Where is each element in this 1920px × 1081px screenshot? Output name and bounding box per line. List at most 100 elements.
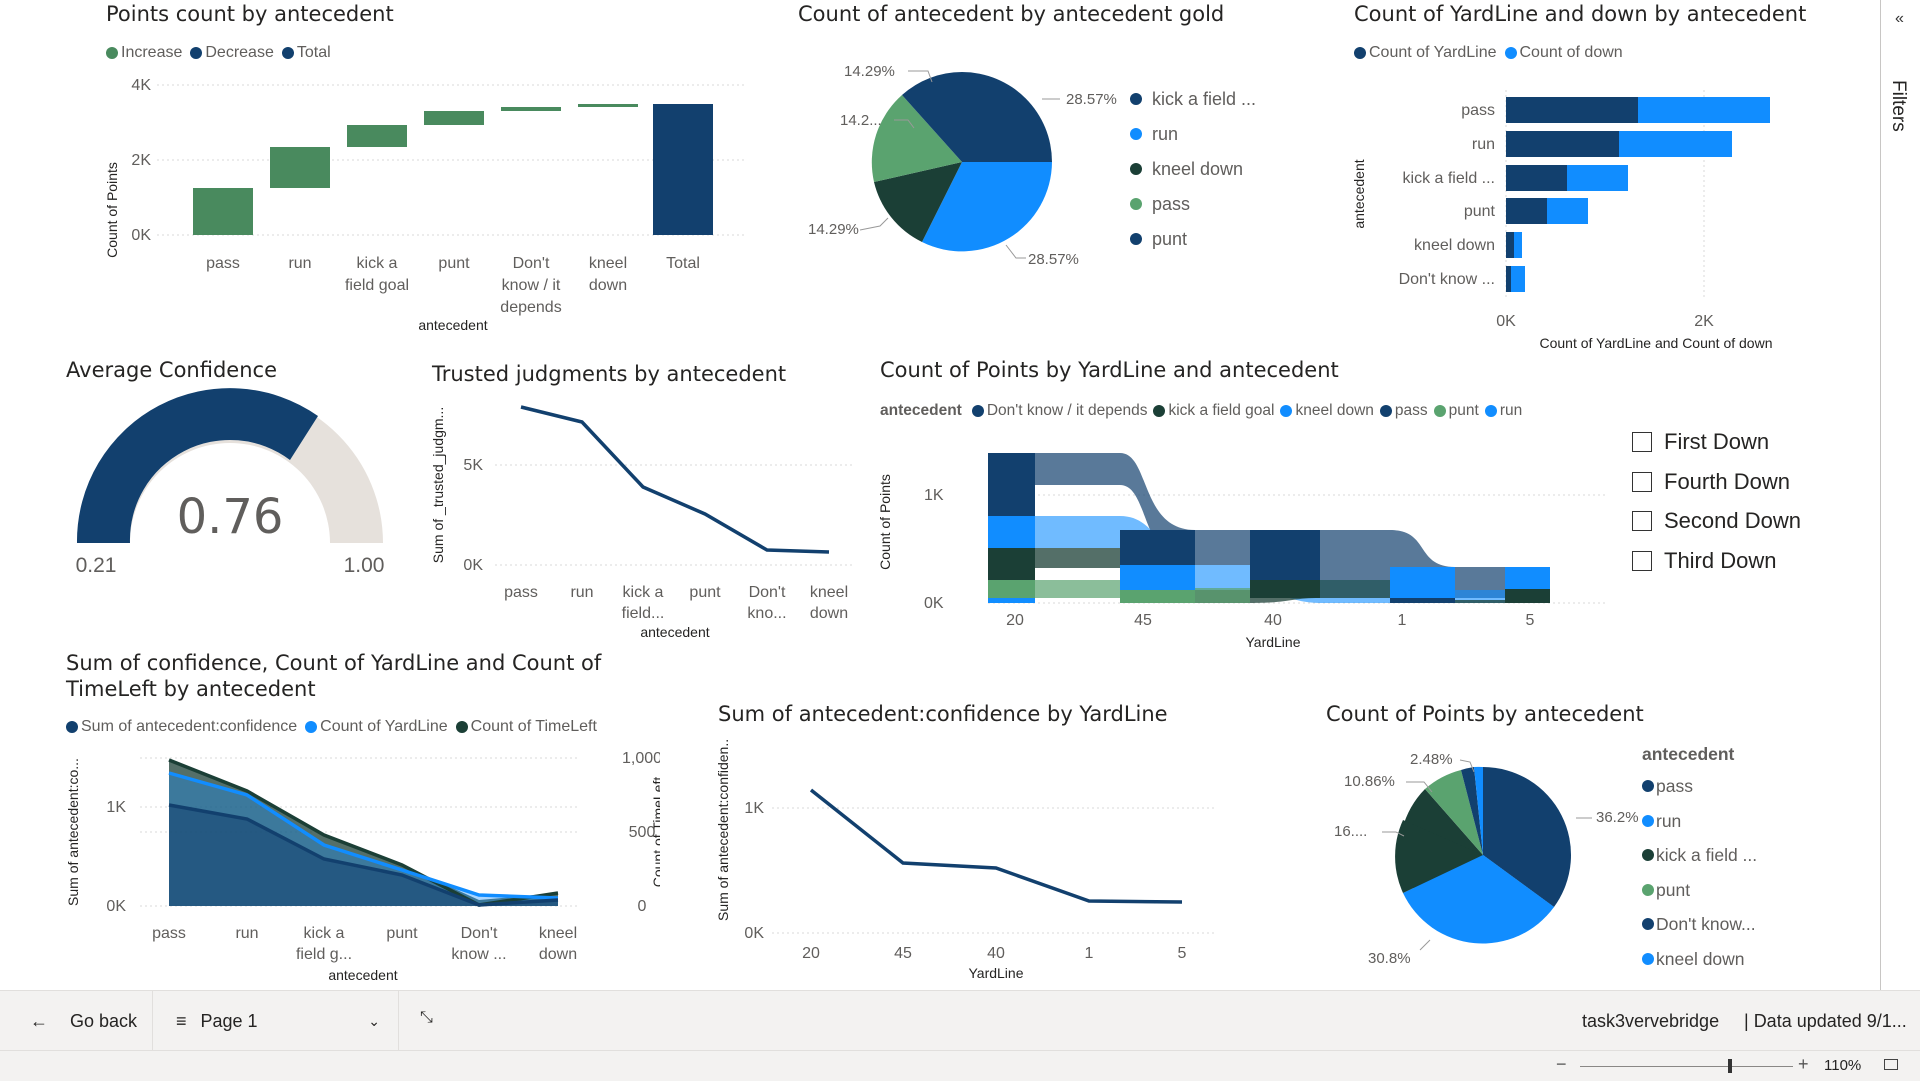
svg-text:40: 40 bbox=[987, 945, 1005, 962]
svg-text:0K: 0K bbox=[924, 595, 944, 612]
waterfall-bar-punt bbox=[424, 111, 484, 125]
fit-page-icon[interactable] bbox=[1884, 1059, 1898, 1070]
points-pie-chart: 2.48% 10.86% 16.... 30.8% 36.2% bbox=[1334, 751, 1639, 967]
svg-text:0K: 0K bbox=[1496, 313, 1516, 330]
svg-text:Sum of _trusted_judgm...: Sum of _trusted_judgm... bbox=[430, 407, 446, 563]
area-legend: Sum of antecedent:confidence Count of Ya… bbox=[66, 718, 597, 736]
waterfall-ytick: 2K bbox=[131, 152, 151, 169]
status-bar: − + 110% bbox=[0, 1050, 1920, 1081]
svg-text:punt: punt bbox=[689, 584, 721, 601]
svg-text:run: run bbox=[235, 925, 258, 942]
svg-text:antecedent: antecedent bbox=[640, 624, 709, 640]
svg-text:down: down bbox=[589, 277, 627, 294]
filters-label[interactable]: Filters bbox=[1888, 80, 1909, 132]
svg-text:14.29%: 14.29% bbox=[808, 221, 859, 238]
slicer-fourth-down[interactable]: Fourth Down bbox=[1632, 469, 1790, 495]
svg-text:kneel: kneel bbox=[810, 584, 848, 601]
waterfall-ytick: 0K bbox=[131, 227, 151, 244]
svg-text:45: 45 bbox=[894, 945, 912, 962]
waterfall-legend: Increase Decrease Total bbox=[106, 44, 331, 62]
zoom-slider-handle[interactable] bbox=[1728, 1059, 1732, 1073]
slicer-third-down[interactable]: Third Down bbox=[1632, 548, 1776, 574]
svg-text:Sum of antecedent:co...: Sum of antecedent:co... bbox=[65, 758, 81, 906]
pie-gold-chart: 14.29% 14.2... 14.29% 28.57% 28.57% bbox=[808, 63, 1117, 268]
go-back-button[interactable]: ← Go back bbox=[0, 991, 153, 1051]
svg-text:1,000: 1,000 bbox=[622, 750, 660, 767]
zoom-in-button[interactable]: + bbox=[1798, 1054, 1809, 1074]
checkbox-icon[interactable] bbox=[1632, 511, 1652, 531]
slicer-second-down[interactable]: Second Down bbox=[1632, 508, 1801, 534]
svg-text:14.2...: 14.2... bbox=[840, 112, 882, 129]
svg-text:punt: punt bbox=[1464, 203, 1496, 220]
svg-text:run: run bbox=[288, 255, 311, 272]
waterfall-ytick: 4K bbox=[131, 77, 151, 94]
page-selector[interactable]: ≡ Page 1 ⌄ bbox=[154, 991, 399, 1051]
svg-text:2.48%: 2.48% bbox=[1410, 751, 1453, 768]
gauge-chart: 0.76 0.21 1.00 bbox=[76, 388, 385, 577]
svg-text:1K: 1K bbox=[106, 799, 126, 816]
arrow-left-icon: ← bbox=[30, 1010, 48, 1031]
waterfall-xticks: pass run kick a field goal punt Don't kn… bbox=[206, 255, 700, 316]
svg-text:5K: 5K bbox=[463, 457, 483, 474]
trusted-line-title: Trusted judgments by antecedent bbox=[432, 362, 787, 386]
svg-text:kneel: kneel bbox=[589, 255, 627, 272]
waterfall-title: Points count by antecedent bbox=[106, 2, 394, 26]
collapse-filters-icon[interactable]: « bbox=[1895, 10, 1904, 27]
svg-text:kneel: kneel bbox=[539, 925, 577, 942]
filters-pane[interactable]: « Filters bbox=[1880, 0, 1920, 990]
svg-text:pass: pass bbox=[504, 584, 538, 601]
svg-text:500: 500 bbox=[629, 824, 656, 841]
svg-text:2K: 2K bbox=[1694, 313, 1714, 330]
zoom-level[interactable]: 110% bbox=[1824, 1057, 1862, 1074]
svg-text:pass: pass bbox=[206, 255, 240, 272]
svg-text:28.57%: 28.57% bbox=[1066, 91, 1117, 108]
svg-text:punt: punt bbox=[386, 925, 418, 942]
collapse-icon[interactable]: ⤡ bbox=[420, 1009, 433, 1026]
svg-text:40: 40 bbox=[1264, 612, 1282, 629]
stacked-bar-legend: Count of YardLine Count of down bbox=[1354, 44, 1623, 62]
svg-text:Count of TimeLeft: Count of TimeLeft bbox=[650, 777, 660, 888]
checkbox-icon[interactable] bbox=[1632, 472, 1652, 492]
svg-text:Don't: Don't bbox=[513, 255, 550, 272]
confidence-line-title: Sum of antecedent:confidence by YardLine bbox=[718, 702, 1168, 726]
svg-text:Don't know ...: Don't know ... bbox=[1399, 271, 1495, 288]
ribbon-title: Count of Points by YardLine and antecede… bbox=[880, 358, 1339, 382]
svg-text:Don't: Don't bbox=[461, 925, 498, 942]
checkbox-icon[interactable] bbox=[1632, 432, 1652, 452]
svg-text:field g...: field g... bbox=[296, 946, 352, 963]
svg-text:kick a: kick a bbox=[357, 255, 398, 272]
svg-text:5: 5 bbox=[1178, 945, 1187, 962]
zoom-slider[interactable] bbox=[1580, 1066, 1793, 1067]
waterfall-bar-pass bbox=[193, 188, 253, 235]
points-pie-legend: antecedent pass run kick a field ... pun… bbox=[1642, 744, 1758, 969]
svg-text:down: down bbox=[810, 605, 848, 622]
svg-text:down: down bbox=[539, 946, 577, 963]
checkbox-icon[interactable] bbox=[1632, 551, 1652, 571]
svg-text:36.2%: 36.2% bbox=[1596, 809, 1639, 826]
slicer-first-down[interactable]: First Down bbox=[1632, 429, 1769, 455]
waterfall-bar-total bbox=[653, 104, 713, 235]
ribbon-legend: antecedent Don't know / it depends kick … bbox=[880, 402, 1523, 419]
svg-text:kneel down: kneel down bbox=[1414, 237, 1495, 254]
svg-text:field goal: field goal bbox=[345, 277, 409, 294]
confidence-line-chart: Sum of antecedent:confiden... 1K 0K 20 4… bbox=[715, 740, 1217, 981]
svg-text:1.00: 1.00 bbox=[344, 554, 385, 577]
svg-text:punt: punt bbox=[438, 255, 470, 272]
report-footer: ← Go back ≡ Page 1 ⌄ ⤡ task3vervebridge | … bbox=[0, 990, 1920, 1051]
svg-text:5: 5 bbox=[1526, 612, 1535, 629]
svg-text:0: 0 bbox=[638, 898, 647, 915]
svg-text:YardLine: YardLine bbox=[968, 965, 1023, 981]
waterfall-bar-run bbox=[270, 147, 330, 188]
stacked-bar-chart: antecedent pass run kick a field ... pun… bbox=[1351, 90, 1772, 351]
zoom-out-button[interactable]: − bbox=[1556, 1054, 1567, 1074]
svg-text:kick a: kick a bbox=[623, 584, 664, 601]
svg-text:14.29%: 14.29% bbox=[844, 63, 895, 80]
svg-text:field...: field... bbox=[622, 605, 665, 622]
chevron-down-icon[interactable]: ⌄ bbox=[368, 1012, 380, 1029]
svg-text:1K: 1K bbox=[924, 487, 944, 504]
svg-text:Don't: Don't bbox=[749, 584, 786, 601]
svg-text:know / it: know / it bbox=[502, 277, 561, 294]
pie-gold-legend: kick a field ... run kneel down pass pun… bbox=[1130, 82, 1256, 257]
svg-text:30.8%: 30.8% bbox=[1368, 950, 1411, 967]
svg-text:Total: Total bbox=[666, 255, 700, 272]
